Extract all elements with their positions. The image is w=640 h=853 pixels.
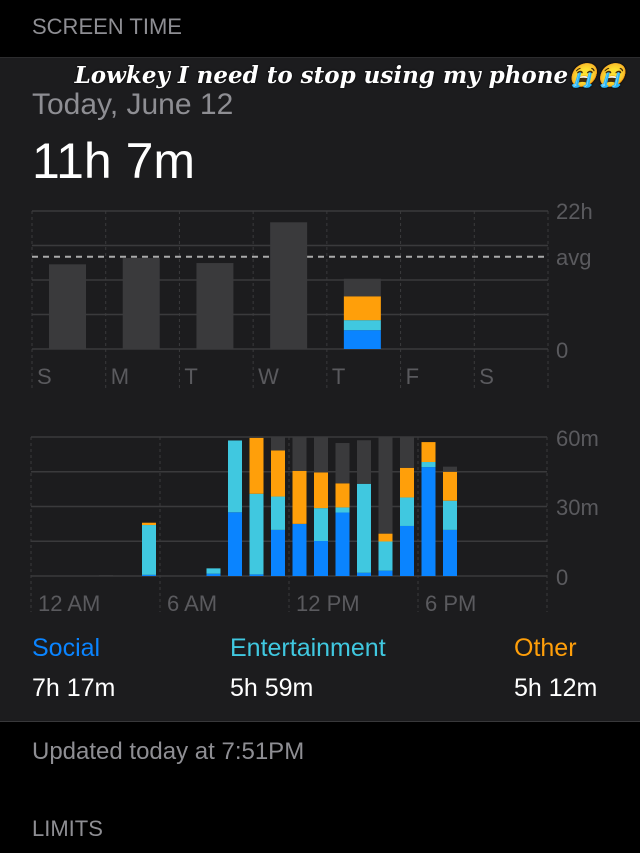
hour-bar-segment	[314, 472, 328, 509]
category-entertainment-label: Entertainment	[230, 634, 386, 662]
hour-bar-segment	[335, 443, 350, 484]
hour-bar-segment	[292, 523, 307, 576]
hour-bar-segment	[421, 462, 436, 468]
day-label: M	[111, 364, 129, 389]
category-entertainment-value: 5h 59m	[230, 674, 314, 702]
day-label: S	[37, 364, 52, 389]
hour-bar-segment	[99, 575, 113, 577]
hour-label: 12 AM	[38, 591, 100, 616]
day-label: S	[479, 364, 494, 389]
hour-bar-segment	[443, 500, 457, 530]
date-label: Today, June 12	[32, 88, 234, 121]
hour-bar-segment	[314, 437, 328, 473]
hour-bar-segment	[142, 525, 156, 575]
hour-bar-segment	[421, 442, 436, 463]
hour-bar-segment	[206, 573, 221, 576]
hour-bar-segment	[335, 507, 350, 513]
hour-bar-segment	[249, 493, 264, 575]
hour-bar-segment	[443, 471, 457, 501]
story-caption-overlay: Lowkey I need to stop using my phone😭😭	[74, 62, 626, 89]
day-label: F	[406, 364, 419, 389]
y-tick-label: 30m	[556, 495, 599, 520]
day-label: T	[184, 364, 197, 389]
y-tick-label: 0	[556, 565, 568, 590]
week-bar-segment	[343, 330, 381, 349]
hour-bar-segment	[271, 437, 285, 451]
hour-bar-segment	[400, 497, 414, 526]
week-bar-segment	[270, 222, 308, 349]
hour-bar-segment	[357, 572, 371, 576]
hour-bar-segment	[271, 496, 285, 530]
section-header-limits: LIMITS	[32, 816, 103, 841]
hour-bar-segment	[357, 440, 371, 484]
week-bar-segment	[343, 296, 381, 321]
hour-bar-segment	[443, 466, 457, 472]
category-social-label: Social	[32, 634, 101, 662]
y-tick-label: 22h	[556, 199, 593, 224]
category-other-label: Other	[514, 634, 577, 662]
hour-bar-segment	[378, 533, 393, 542]
hour-bar-segment	[314, 508, 328, 542]
hour-bar-segment	[228, 440, 242, 513]
avg-label: avg	[556, 245, 591, 270]
hour-bar-segment	[271, 529, 285, 576]
y-tick-label: 0	[556, 338, 568, 363]
hour-bar-segment	[421, 467, 436, 576]
week-bar-segment	[122, 258, 160, 349]
hour-bar-segment	[314, 541, 328, 576]
hour-bar-segment	[378, 437, 393, 534]
day-label: W	[258, 364, 279, 389]
total-screen-time: 11h 7m	[32, 133, 196, 189]
hour-bar-segment	[271, 450, 285, 497]
hour-bar-segment	[378, 541, 393, 571]
hour-bar-segment	[400, 525, 414, 576]
week-bar-segment	[343, 320, 381, 331]
section-header-screen-time: SCREEN TIME	[32, 14, 182, 39]
hour-bar-segment	[335, 512, 350, 576]
hour-bar-segment	[228, 512, 242, 576]
category-other-value: 5h 12m	[514, 674, 598, 702]
hour-bar-segment	[378, 570, 393, 576]
hour-bar-segment	[142, 574, 156, 576]
hour-bar-segment	[400, 467, 414, 498]
y-tick-label: 60m	[556, 426, 599, 451]
week-bar-segment	[196, 263, 234, 349]
day-label: T	[332, 364, 345, 389]
screen-time-card[interactable]	[0, 57, 640, 722]
hour-label: 6 PM	[425, 591, 476, 616]
category-social-value: 7h 17m	[32, 674, 116, 702]
hour-label: 6 AM	[167, 591, 217, 616]
week-bar-segment	[49, 264, 86, 349]
hour-bar-segment	[206, 568, 221, 574]
hour-bar-segment	[443, 529, 457, 576]
hour-bar-segment	[400, 437, 414, 468]
hour-bar-segment	[249, 574, 264, 576]
hour-label: 12 PM	[296, 591, 360, 616]
hour-bar-segment	[292, 437, 307, 471]
hour-bar-segment	[292, 470, 307, 524]
updated-timestamp: Updated today at 7:51PM	[32, 738, 305, 765]
hour-bar-segment	[142, 522, 156, 526]
week-bar-segment	[343, 278, 381, 297]
hour-bar-segment	[249, 437, 264, 494]
hour-bar-segment	[335, 483, 350, 508]
hour-bar-segment	[357, 483, 371, 573]
